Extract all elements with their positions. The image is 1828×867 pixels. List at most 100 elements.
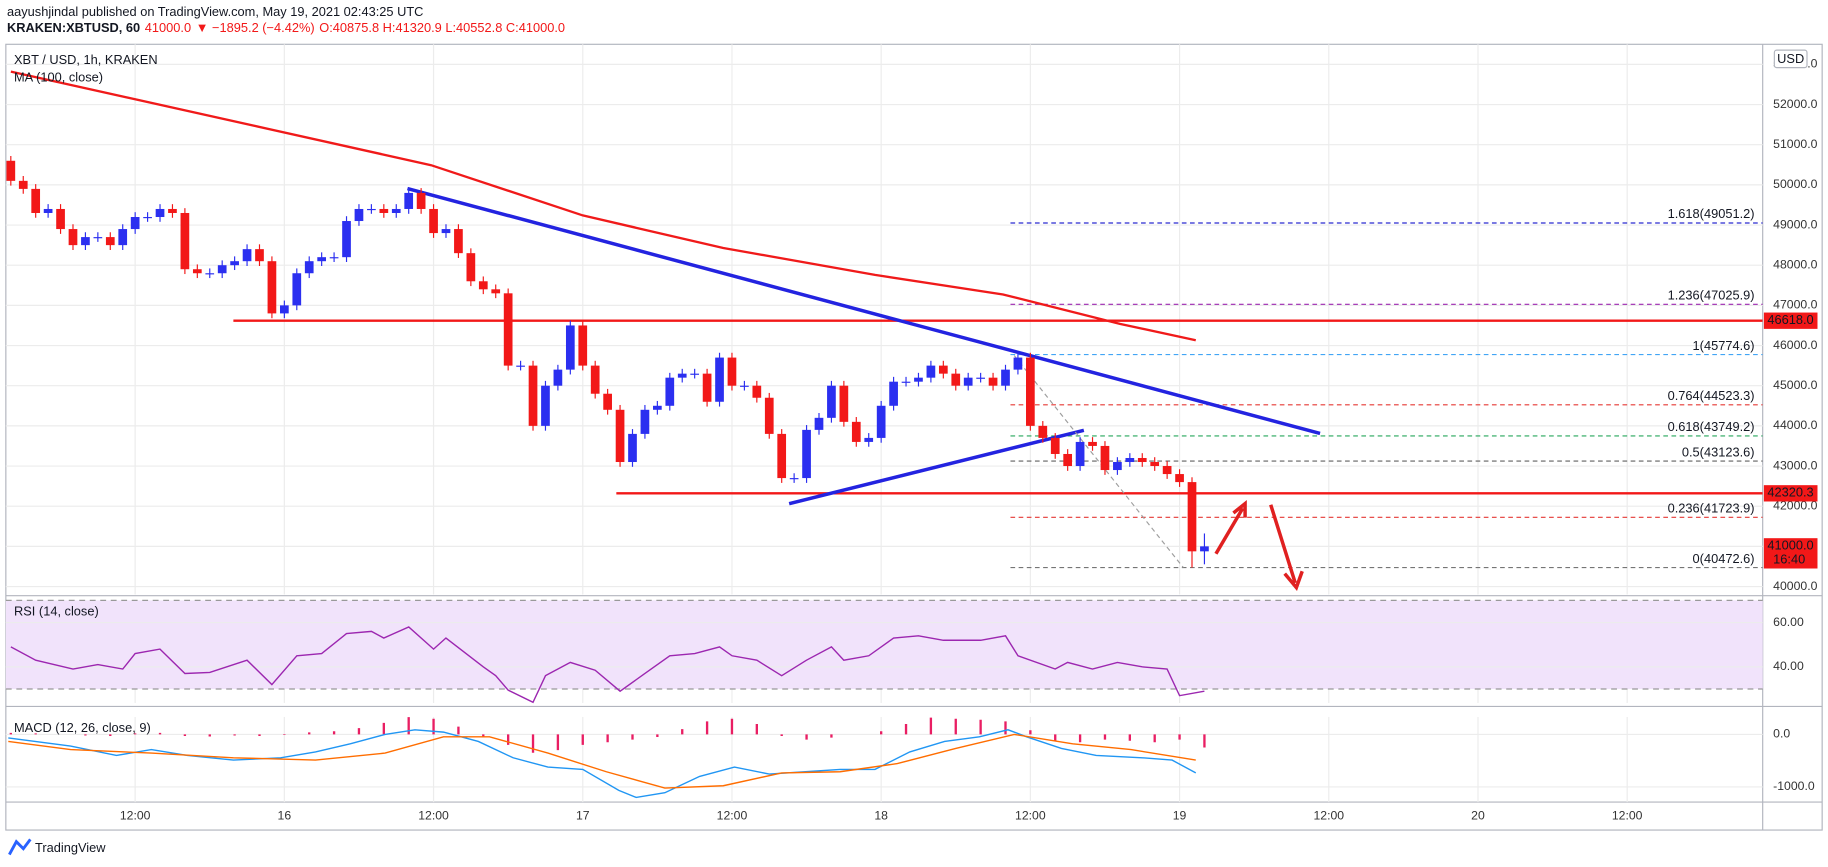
candle-body [217, 265, 227, 274]
footer-logo [8, 838, 32, 856]
candle-body [342, 221, 351, 258]
candle-body [565, 325, 575, 370]
candle-body [31, 188, 41, 213]
y-tick-label: 40000.0 [1773, 579, 1817, 593]
y-tick-label: 45000.0 [1773, 378, 1817, 392]
candle-body [665, 377, 675, 406]
arrow-down [1269, 504, 1304, 592]
candle-body [143, 217, 152, 219]
candle-body [267, 261, 277, 314]
candle-body [1050, 437, 1060, 454]
candle-body [727, 357, 737, 386]
candle-body [255, 249, 264, 262]
x-tick-label: 16 [278, 808, 292, 822]
y-tick-label: -1000.0 [1773, 779, 1815, 793]
x-tick-label: 12:00 [120, 808, 151, 822]
y-tick-label: 44000.0 [1773, 418, 1817, 432]
fib-label: 0.764(44523.3) [1668, 388, 1755, 403]
candle-body [827, 385, 836, 418]
candle-body [1038, 425, 1048, 438]
candle-body [118, 229, 128, 246]
y-tick-label: 51000.0 [1773, 137, 1817, 151]
x-tick-label: 12:00 [1015, 808, 1046, 822]
fib-label: 0.618(43749.2) [1668, 419, 1755, 434]
candle-body [280, 305, 289, 314]
indicator-line [10, 626, 1205, 704]
y-tick-label: 52000.0 [1773, 97, 1817, 111]
candle-body [702, 373, 712, 402]
candle-body [814, 417, 824, 430]
y-tick-label: 0.0 [1773, 727, 1790, 741]
y-tick-label: 42000.0 [1773, 498, 1817, 512]
trendline [788, 428, 1085, 506]
candle-body [590, 365, 600, 394]
candle-body [988, 377, 998, 386]
candle-body [1150, 462, 1160, 467]
candle-body [640, 409, 650, 434]
candle-body [292, 273, 302, 306]
candle-body [478, 281, 488, 290]
author-line: aayushjindal published on TradingView.co… [7, 4, 423, 19]
candle-body [105, 237, 115, 246]
change: ▼ −1895.2 (−4.42%) [196, 21, 315, 36]
y-tick-label: 60.00 [1773, 615, 1804, 629]
candle-body [914, 377, 923, 382]
candle-body [93, 237, 103, 239]
price-badge-label: 42320.3 [1767, 485, 1813, 500]
candle-body [441, 229, 451, 234]
candle-body [1113, 462, 1122, 471]
candle-body [789, 478, 799, 480]
x-tick-label: 12:00 [1612, 808, 1643, 822]
y-tick-label: 46000.0 [1773, 338, 1817, 352]
candle-body [628, 433, 637, 463]
candle-body [367, 208, 376, 211]
candle-body [491, 289, 501, 294]
candle-body [764, 397, 774, 434]
candle-body [304, 261, 314, 274]
candle-body [876, 405, 886, 438]
candle-body [541, 385, 550, 426]
candle-body [192, 269, 202, 274]
candle-body [1187, 482, 1197, 552]
candle-body [690, 373, 700, 375]
x-tick-label: 12:00 [1313, 808, 1344, 822]
candle-body [1075, 441, 1085, 467]
candle-body [404, 192, 414, 209]
candle-body [1125, 457, 1135, 463]
x-tick-label: 20 [1471, 808, 1485, 822]
indicator-line [8, 733, 1196, 789]
candle-body [926, 365, 936, 378]
candle-body [43, 208, 53, 213]
candle-body [379, 208, 389, 213]
candle-body [1137, 457, 1147, 463]
trendline [1013, 355, 1184, 568]
candle-body [205, 273, 215, 275]
candle-body [715, 357, 724, 402]
currency-label: USD [1777, 51, 1804, 66]
candle-body [938, 365, 948, 374]
candle-body [1001, 369, 1010, 386]
candle-body [68, 229, 78, 246]
candle-body [81, 237, 90, 246]
fib-label: 1.236(47025.9) [1668, 288, 1755, 303]
price-badge [1763, 485, 1818, 502]
candle-body [1162, 466, 1172, 475]
pane-title: MACD (12, 26, close, 9) [14, 720, 151, 735]
x-tick-label: 12:00 [717, 808, 748, 822]
candle-body [180, 212, 190, 270]
candle-body [18, 180, 28, 189]
candle-body [391, 208, 401, 213]
candle-body [1063, 453, 1073, 467]
candle-body [752, 385, 762, 398]
candle-body [429, 208, 438, 234]
candle-body [615, 409, 625, 463]
legend-entry: MA (100, close) [14, 69, 103, 84]
trendline [407, 186, 1321, 436]
y-tick-label: 48000.0 [1773, 257, 1817, 271]
x-tick-label: 12:00 [418, 808, 449, 822]
candle-body [242, 249, 252, 262]
plot [10, 626, 1205, 704]
candle-body [553, 369, 563, 386]
x-tick-label: 19 [1173, 808, 1187, 822]
